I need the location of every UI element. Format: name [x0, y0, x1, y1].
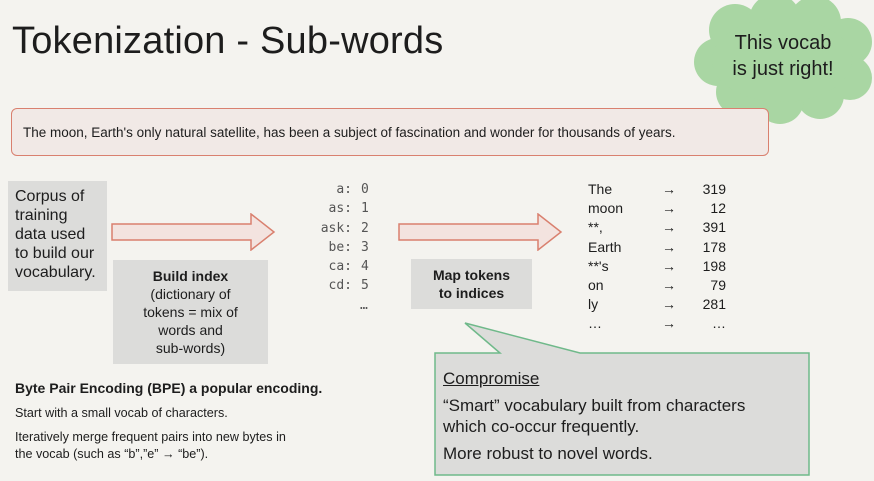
dict-value: 0 — [361, 182, 369, 197]
map-tokens-line-2: to indices — [438, 285, 505, 301]
right-arrow-icon — [398, 213, 563, 251]
bpe-heading: Byte Pair Encoding (BPE) a popular encod… — [15, 380, 323, 396]
build-index-line: words and — [158, 322, 223, 338]
corpus-line: data used — [15, 226, 86, 243]
dict-value: 1 — [361, 201, 369, 217]
map-tokens-line-1: Map tokens — [432, 267, 510, 283]
arrow-icon: → — [662, 277, 676, 294]
bpe-description: Byte Pair Encoding (BPE) a popular encod… — [15, 380, 395, 470]
thought-line-1: This vocab — [734, 32, 832, 54]
dict-ellipsis: … — [360, 297, 368, 313]
compromise-text: Compromise “Smart” vocabulary built from… — [443, 368, 803, 464]
build-index-box: Build index (dictionary of tokens = mix … — [113, 260, 268, 364]
mapping-row: moon → 12 — [588, 199, 738, 218]
bpe-line: Iteratively merge frequent pairs into ne… — [15, 429, 395, 463]
arrow-icon: → — [662, 257, 676, 274]
map-tokens-box: Map tokens to indices — [411, 259, 532, 309]
bpe-line: Start with a small vocab of characters. — [15, 406, 228, 420]
mapping-row: Earth → 178 — [588, 238, 738, 257]
corpus-line: Corpus of — [15, 188, 85, 205]
build-index-line: sub-words) — [155, 340, 226, 356]
mapping-index: 178 — [702, 238, 726, 255]
dict-key: cd: — [328, 278, 352, 294]
mapping-row: **, → 391 — [588, 218, 738, 237]
dict-entry: cd: 5 — [300, 276, 380, 295]
mapping-row: **'s → 198 — [588, 257, 738, 276]
vocab-dictionary: a: 0 as: 1 ask: 2 be: 3 ca: 4 cd: 5 … — [300, 180, 380, 315]
dict-value: 5 — [361, 278, 369, 294]
mapping-index: 391 — [702, 219, 726, 236]
arrow-icon: → — [662, 238, 676, 255]
mapping-token: on — [588, 277, 604, 294]
compromise-title: Compromise — [443, 369, 540, 388]
bpe-line-part: the vocab (such as “b”,”e” → “be”). — [15, 447, 209, 461]
compromise-callout — [434, 322, 810, 476]
mapping-token: ly — [588, 296, 599, 313]
mapping-token: **'s — [588, 257, 609, 274]
dict-entry: ask: 2 — [300, 219, 380, 238]
arrow-icon: → — [662, 315, 676, 332]
mapping-index: 79 — [710, 277, 726, 294]
mapping-index: 281 — [702, 296, 726, 313]
build-index-heading: Build index — [152, 268, 229, 284]
arrow-icon: → — [662, 200, 676, 217]
mapping-row: ly → 281 — [588, 295, 738, 314]
corpus-line: training — [15, 207, 68, 224]
dict-entry: ca: 4 — [300, 257, 380, 276]
dict-key: as: — [328, 201, 352, 217]
dict-key: be: — [328, 239, 352, 255]
dict-key: ask: — [320, 220, 352, 236]
arrow-icon: → — [662, 296, 676, 313]
bpe-line-part: Iteratively merge frequent pairs into ne… — [15, 430, 286, 444]
mapping-index: 12 — [710, 200, 726, 217]
page-title: Tokenization - Sub-words — [12, 20, 444, 62]
mapping-row: The → 319 — [588, 180, 738, 199]
thought-bubble-text: This vocab is just right! — [708, 30, 858, 82]
arrow-icon: → — [662, 181, 676, 197]
thought-line-2: is just right! — [732, 58, 834, 80]
build-index-line: (dictionary of — [150, 286, 231, 302]
dict-value: 4 — [361, 259, 369, 275]
compromise-line: More robust to novel words. — [443, 444, 653, 463]
dict-key: a: — [336, 182, 352, 197]
dict-entry: as: 1 — [300, 199, 380, 218]
dict-entry: a: 0 — [300, 180, 380, 199]
mapping-token: The — [588, 181, 613, 197]
mapping-token: Earth — [588, 238, 622, 255]
mapping-index: 198 — [702, 257, 726, 274]
arrow-icon: → — [662, 219, 676, 236]
mapping-row: … → … — [588, 314, 738, 333]
dict-key: ca: — [328, 259, 352, 275]
mapping-token: … — [588, 315, 602, 332]
example-sentence: The moon, Earth's only natural satellite… — [11, 108, 769, 156]
mapping-index: 319 — [702, 181, 726, 197]
dict-value: 2 — [361, 220, 369, 236]
corpus-box: Corpus of training data used to build ou… — [8, 181, 107, 291]
mapping-token: moon — [588, 200, 624, 217]
corpus-line: vocabulary. — [15, 264, 96, 281]
compromise-line: “Smart” vocabulary built from characters — [443, 396, 746, 415]
right-arrow-icon — [111, 213, 276, 251]
build-index-line: tokens = mix of — [143, 304, 238, 320]
mapping-index: … — [712, 315, 726, 332]
corpus-line: to build our — [15, 245, 95, 262]
mapping-row: on → 79 — [588, 276, 738, 295]
mapping-token: **, — [588, 219, 603, 236]
dict-value: 3 — [361, 239, 369, 255]
token-index-mapping: The → 319 moon → 12 **, → 391 Earth → 178 **'s → 1… — [588, 180, 738, 334]
compromise-line: which co-occur frequently. — [443, 417, 640, 436]
dict-entry: be: 3 — [300, 238, 380, 257]
